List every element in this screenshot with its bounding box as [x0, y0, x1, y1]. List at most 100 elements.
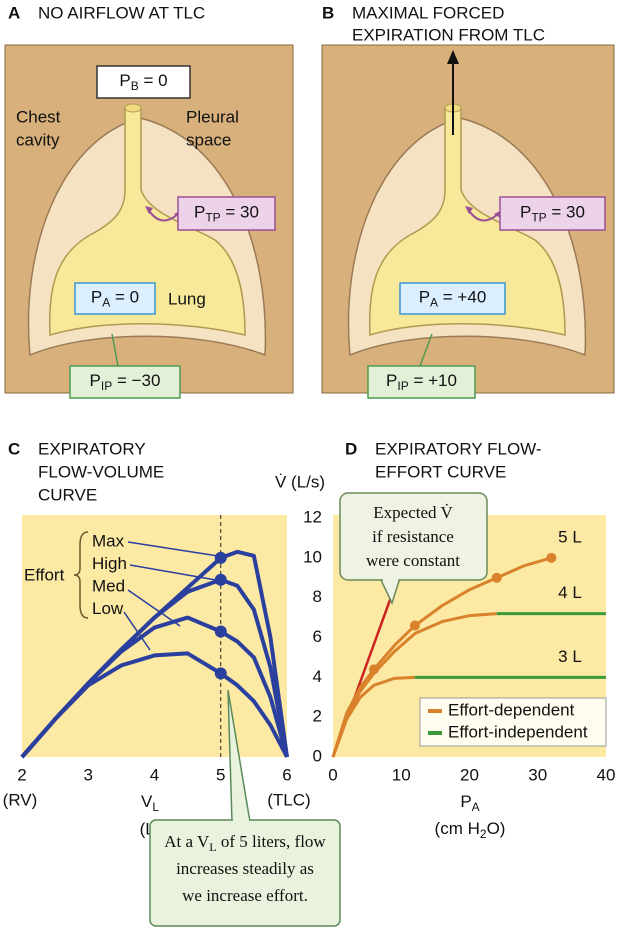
x-tick-label: 10 — [392, 765, 411, 784]
x-tick-label: 3 — [84, 765, 93, 784]
pressure-label: PIP = −30 — [90, 371, 161, 393]
pressure-label-part: = +10 — [409, 371, 457, 390]
pressure-box — [367, 365, 476, 399]
pressure-label-part: P — [194, 203, 205, 222]
panel-letter: B — [322, 3, 334, 22]
pressure-label-part: = +40 — [438, 288, 486, 307]
callout-box — [339, 492, 488, 581]
legend-label: Low — [92, 599, 124, 618]
data-point — [546, 552, 557, 563]
pressure-box — [399, 282, 506, 315]
data-point — [368, 664, 379, 675]
pressure-label: PTP = 30 — [520, 203, 585, 225]
pressure-label-part: = 30 — [547, 203, 585, 222]
callout-text: increases steadily as — [176, 859, 314, 878]
x-end-label: (TLC) — [267, 790, 310, 809]
curve — [20, 651, 289, 759]
pressure-label: PTP = 30 — [194, 203, 259, 225]
y-tick-label: 8 — [313, 587, 322, 606]
x-axis-unit-part: (cm H — [435, 819, 480, 838]
x-tick-label: 6 — [282, 765, 291, 784]
structure-label: Chest — [16, 107, 61, 126]
x-tick-label: 4 — [150, 765, 159, 784]
x-axis-unit: (cm H2O) — [435, 819, 506, 841]
chart-title: CURVE — [38, 485, 97, 504]
chart-title: FLOW-VOLUME — [38, 462, 164, 481]
pressure-label-part: = 30 — [221, 203, 259, 222]
effort-point — [214, 573, 227, 586]
pressure-label-part: TP — [205, 211, 220, 225]
pressure-box — [177, 196, 276, 231]
x-axis-unit-part: 2 — [480, 827, 487, 841]
callout-text: At a VL of 5 liters, flow — [164, 832, 326, 854]
pressure-label-part: = −30 — [112, 371, 160, 390]
pressure-box — [69, 365, 181, 399]
x-axis-label-part: P — [460, 792, 471, 811]
pressure-label-part: A — [102, 296, 110, 310]
pressure-label: PB = 0 — [119, 71, 167, 93]
pressure-label-part: P — [386, 371, 397, 390]
pressure-label-part: IP — [101, 379, 112, 393]
legend-label: High — [92, 554, 127, 573]
pressure-box — [74, 282, 156, 315]
callout-text-part: we increase effort. — [182, 886, 308, 905]
x-end-label: (RV) — [3, 790, 38, 809]
pressure-label-part: = 0 — [139, 71, 168, 90]
y-tick-label: 2 — [313, 707, 322, 726]
effort-point — [214, 667, 227, 680]
pressure-box — [96, 65, 191, 99]
pressure-label-part: A — [430, 296, 438, 310]
callout-text: if resistance — [372, 527, 454, 546]
x-axis-label: PA — [460, 792, 479, 814]
pressure-label-part: TP — [531, 211, 546, 225]
pressure-label-part: P — [90, 371, 101, 390]
legend-label: Med — [92, 576, 125, 595]
y-tick-label: 10 — [303, 547, 322, 566]
x-axis-label-part: V — [141, 792, 153, 811]
panel-letter: A — [8, 3, 20, 22]
pressure-label: PIP = +10 — [386, 371, 457, 393]
series-label: 4 L — [558, 583, 582, 602]
y-axis-label: V̇ (L/s) — [275, 472, 325, 491]
panel-title: MAXIMAL FORCED — [352, 3, 504, 22]
effort-point — [214, 625, 227, 638]
structure-label: Pleural — [186, 107, 239, 126]
chart-title: EXPIRATORY FLOW- — [375, 439, 542, 458]
callout-text-part: At a V — [164, 832, 210, 851]
pressure-label: PA = +40 — [419, 288, 487, 310]
callout-text: we increase effort. — [182, 886, 308, 905]
pressure-box — [499, 196, 606, 231]
curve — [331, 675, 415, 758]
data-point — [491, 572, 502, 583]
legend-title: Effort — [24, 565, 65, 584]
legend-label: Effort-independent — [448, 722, 588, 741]
panel-letter: C — [8, 439, 20, 458]
pressure-label-part: B — [131, 79, 139, 93]
x-axis-label-part: A — [472, 800, 480, 814]
structure-label: space — [186, 130, 231, 149]
x-axis-label: VL — [141, 792, 159, 814]
x-axis-unit-part: O) — [487, 819, 506, 838]
callout-text: Expected V̇ — [373, 503, 453, 522]
y-tick-label: 0 — [313, 746, 322, 765]
chart-c-plot-area — [22, 515, 287, 757]
x-tick-label: 20 — [460, 765, 479, 784]
callout-mask — [383, 577, 398, 582]
series-label: 5 L — [558, 527, 582, 546]
x-tick-label: 40 — [597, 765, 616, 784]
y-tick-label: 6 — [313, 627, 322, 646]
callout-mask — [233, 818, 249, 822]
legend-label: Max — [92, 531, 125, 550]
x-tick-label: 0 — [328, 765, 337, 784]
y-tick-label: 4 — [313, 667, 322, 686]
pressure-label-part: = 0 — [110, 288, 139, 307]
effort-point — [214, 551, 227, 564]
callout-text-part: increases steadily as — [176, 859, 314, 878]
effort-brace — [73, 531, 219, 651]
x-tick-label: 2 — [17, 765, 26, 784]
pressure-label: PA = 0 — [91, 288, 139, 310]
pressure-label-part: P — [119, 71, 130, 90]
callout-text-part: of 5 liters, flow — [217, 832, 327, 851]
